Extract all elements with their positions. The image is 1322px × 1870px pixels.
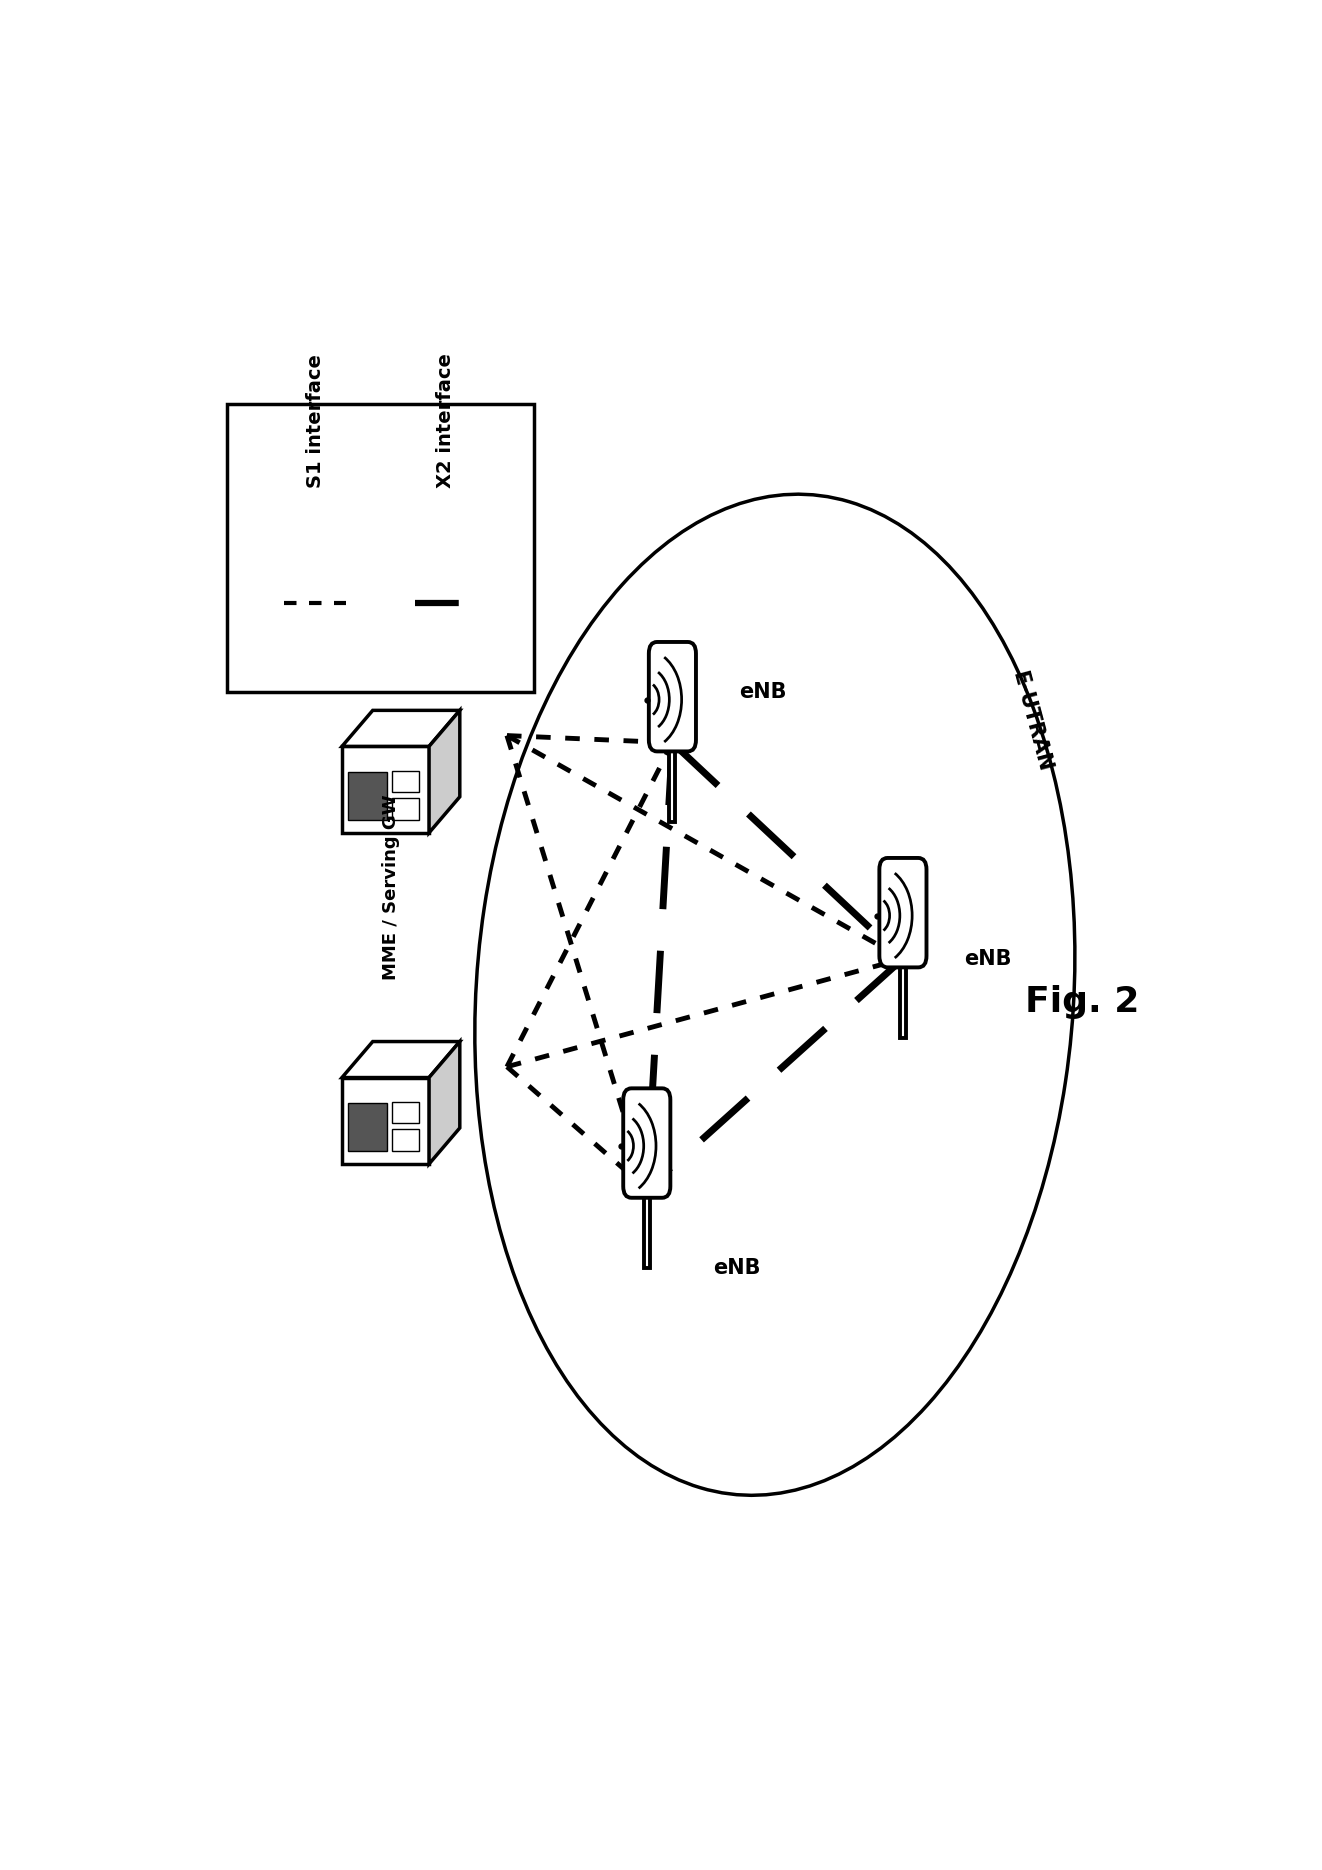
- Polygon shape: [430, 1042, 460, 1163]
- Polygon shape: [430, 711, 460, 832]
- Polygon shape: [348, 772, 387, 819]
- Polygon shape: [342, 746, 430, 832]
- Polygon shape: [391, 1129, 419, 1150]
- Polygon shape: [900, 956, 906, 1038]
- Polygon shape: [644, 1186, 650, 1268]
- Text: eNB: eNB: [965, 948, 1011, 969]
- Polygon shape: [391, 1101, 419, 1124]
- Polygon shape: [342, 1077, 430, 1163]
- Text: MME / Serving GW: MME / Serving GW: [382, 795, 399, 980]
- Polygon shape: [342, 1042, 460, 1077]
- FancyBboxPatch shape: [879, 858, 927, 967]
- Text: eNB: eNB: [739, 683, 787, 703]
- Text: MME / Serving GW: MME / Serving GW: [382, 464, 399, 649]
- FancyBboxPatch shape: [623, 1088, 670, 1199]
- Polygon shape: [342, 711, 460, 746]
- Text: E-UTRAN: E-UTRAN: [1007, 669, 1054, 774]
- FancyBboxPatch shape: [227, 404, 534, 692]
- Polygon shape: [391, 798, 419, 819]
- FancyBboxPatch shape: [649, 641, 695, 752]
- Polygon shape: [669, 741, 676, 823]
- Polygon shape: [348, 1103, 387, 1150]
- Text: S1 interface: S1 interface: [305, 353, 324, 488]
- Polygon shape: [391, 770, 419, 793]
- Text: Fig. 2: Fig. 2: [1025, 985, 1140, 1019]
- Text: X2 interface: X2 interface: [436, 353, 455, 488]
- Text: eNB: eNB: [714, 1259, 761, 1279]
